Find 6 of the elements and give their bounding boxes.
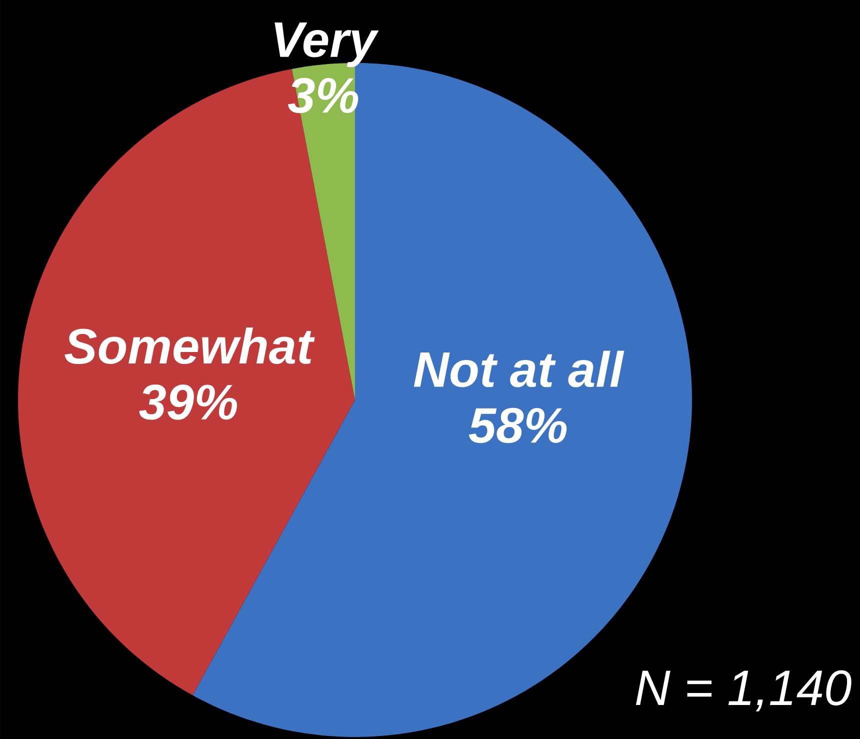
slice-label: Not at all xyxy=(414,350,624,388)
text: N = 1,140 xyxy=(636,670,852,712)
slice-label: Very xyxy=(274,22,379,68)
data-label: 39% xyxy=(139,384,238,420)
slice-label: Somewhat xyxy=(64,327,315,364)
data-label: 58% xyxy=(468,408,567,444)
